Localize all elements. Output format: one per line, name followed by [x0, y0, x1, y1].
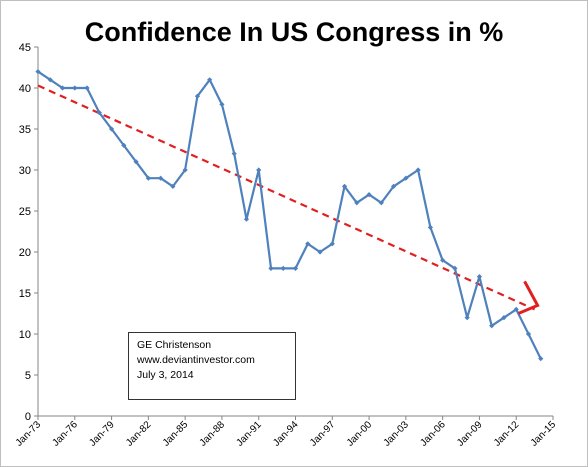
data-point	[256, 167, 262, 173]
data-point	[96, 110, 102, 116]
data-point	[268, 265, 274, 271]
trend-line-group	[37, 84, 536, 311]
x-tick-label: Jan-06	[418, 419, 448, 449]
x-tick-label: Jan-12	[492, 419, 522, 449]
data-point	[59, 85, 66, 91]
x-tick-label: Jan-88	[198, 419, 228, 449]
data-point	[427, 224, 433, 230]
annotation-website: www.deviantinvestor.com	[137, 354, 255, 366]
data-point	[84, 85, 90, 91]
x-tick-label: Jan-09	[455, 419, 485, 449]
data-point	[378, 200, 384, 206]
axes	[34, 46, 554, 420]
series-line	[37, 70, 542, 360]
data-point	[415, 167, 421, 173]
data-point	[133, 159, 139, 165]
data-point	[280, 265, 286, 271]
trend-arrow	[518, 280, 540, 315]
data-point	[525, 331, 532, 337]
data-point	[72, 85, 78, 91]
annotation-date: July 3, 2014	[137, 369, 194, 381]
trend-line	[37, 84, 536, 311]
data-point	[317, 249, 323, 255]
data-point	[231, 151, 237, 157]
data-point	[403, 175, 409, 181]
y-tick-label: 40	[19, 83, 31, 95]
annotation-author: GE Christenson	[137, 339, 212, 351]
trend-arrow-head	[518, 280, 540, 315]
y-tick-label: 35	[19, 124, 31, 136]
data-point	[243, 216, 250, 222]
data-point	[35, 69, 41, 75]
data-point	[452, 265, 458, 271]
data-point	[47, 77, 53, 83]
x-tick-label: Jan-85	[161, 419, 191, 449]
y-tick-label: 15	[19, 288, 31, 300]
series-group	[35, 69, 544, 362]
data-point	[182, 167, 188, 173]
data-point	[207, 77, 213, 83]
x-tick-label: Jan-00	[345, 419, 375, 449]
data-point	[538, 356, 544, 362]
data-point	[476, 274, 483, 280]
y-tick-label: 25	[19, 206, 31, 218]
x-tick-labels: Jan-73 Jan-76 Jan-79 Jan-82 Jan-85 Jan-88 Jan-…	[14, 419, 559, 449]
x-tick-label: Jan-03	[382, 419, 412, 449]
y-tick-label: 0	[25, 411, 31, 423]
y-tick-label: 45	[19, 42, 31, 54]
data-point	[121, 142, 127, 148]
x-tick-label: Jan-82	[124, 419, 154, 449]
x-tick-label: Jan-94	[271, 419, 301, 449]
data-point	[170, 183, 176, 189]
x-tick-label: Jan-79	[87, 419, 117, 449]
y-tick-label: 20	[19, 247, 31, 259]
y-tick-labels: 0 5 10 15 20 25 30 35 40 45	[19, 42, 31, 423]
data-point	[194, 93, 201, 99]
data-point	[341, 183, 348, 189]
x-tick-label: Jan-73	[14, 419, 44, 449]
data-point	[440, 257, 446, 263]
y-tick-label: 5	[25, 370, 31, 382]
data-point	[354, 200, 360, 206]
x-tick-label: Jan-76	[51, 419, 81, 449]
data-point	[513, 306, 519, 312]
data-point	[158, 175, 164, 181]
data-point	[329, 241, 335, 247]
data-point	[390, 183, 397, 189]
x-tick-label: Jan-91	[234, 419, 264, 449]
chart-title: Confidence In US Congress in %	[84, 17, 504, 47]
data-point	[464, 315, 470, 321]
data-point	[292, 265, 299, 271]
data-point	[489, 323, 495, 329]
y-tick-label: 10	[19, 329, 31, 341]
data-point	[108, 126, 115, 132]
data-point	[366, 192, 372, 198]
data-point	[145, 175, 151, 181]
annotation-box: GE Christenson www.deviantinvestor.com J…	[128, 332, 296, 400]
data-point	[501, 315, 507, 321]
x-tick-label: Jan-97	[308, 419, 338, 449]
x-tick-label: Jan-15	[529, 419, 559, 449]
data-point	[219, 101, 225, 107]
y-tick-label: 30	[19, 165, 31, 177]
data-point	[305, 241, 311, 247]
